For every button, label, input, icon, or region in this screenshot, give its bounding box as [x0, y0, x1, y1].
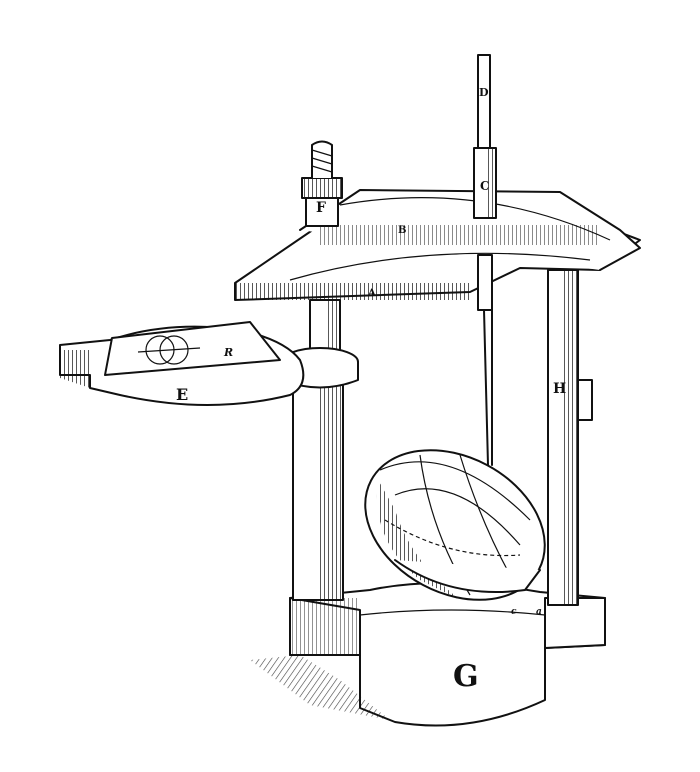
label-d: D — [479, 86, 489, 99]
side-arm — [59, 321, 305, 406]
base-pedestal — [250, 582, 606, 727]
left-column — [281, 299, 359, 601]
vertical-rod — [473, 54, 497, 466]
top-frame — [234, 189, 641, 301]
label-r: R — [223, 346, 233, 359]
screw-knob — [301, 140, 343, 227]
label-a-small: a — [536, 607, 542, 617]
label-f: F — [316, 200, 326, 216]
label-a: A — [367, 288, 376, 299]
label-c-small: c — [511, 607, 517, 617]
label-c: C — [480, 179, 490, 193]
label-g: G — [453, 659, 479, 694]
label-b: B — [398, 225, 406, 236]
globe — [364, 449, 546, 601]
label-e: E — [176, 385, 188, 404]
label-h: H — [553, 381, 566, 397]
right-column — [547, 269, 593, 606]
